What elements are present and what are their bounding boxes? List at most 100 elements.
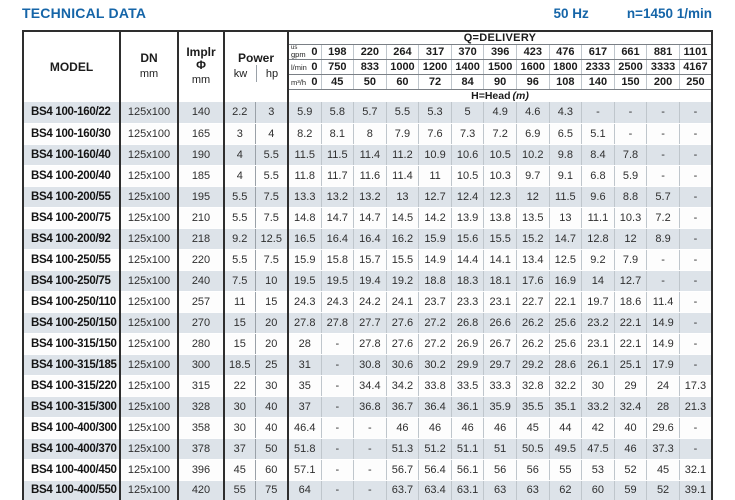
head-value-cell: 14 [581,270,615,292]
head-value-cell: - [353,417,387,439]
head-value-cell: 26.9 [451,333,485,355]
dn-cell: 125x100 [120,291,179,313]
impeller-cell: 300 [178,354,225,376]
head-value-cell: 5.3 [418,102,452,124]
head-value-cell: 11 [418,165,452,187]
head-value-cell: - [353,459,387,481]
head-value-cell: 42 [581,417,615,439]
head-value-cell: 8.2 [288,123,322,145]
head-value-cell: 6.5 [549,123,583,145]
power-hp-cell: 20 [255,333,289,355]
flow-value-cell: 264 [386,44,420,60]
model-cell: BS4 100-400/450 [23,459,121,481]
head-value-cell: - [679,354,713,376]
head-value-cell: 28.6 [549,354,583,376]
table-row: BS4 100-200/55 125x100 195 5.5 7.5 13.3 13.2 13… [23,186,713,208]
dn-cell: 125x100 [120,102,179,124]
head-value-cell: 9.1 [549,165,583,187]
power-label: Power [237,51,274,65]
head-value-cell: 11.7 [321,165,355,187]
head-value-cell: - [679,438,713,460]
flow-unit-label: l/min [291,62,307,72]
power-kw-cell: 37 [224,438,256,460]
head-value-cell: 11.4 [386,165,420,187]
head-value-cell: 8.1 [321,123,355,145]
power-hp-cell: 75 [255,480,289,500]
head-value-cell: 56.7 [386,459,420,481]
table-row: BS4 100-400/300 125x100 358 30 40 46.4- -46 46 4… [23,417,713,439]
flow-value-cell: 1200 [418,59,452,75]
head-value-cell: 13.2 [353,186,387,208]
head-value-cell: 26.8 [451,312,485,334]
flow-value-cell: 617 [581,44,615,60]
impeller-cell: 378 [178,438,225,460]
head-value-cell: 14.8 [288,207,322,229]
power-kw-cell: 4 [224,144,256,166]
head-value-cell: - [646,165,680,187]
flow-value-cell: 90 [483,74,517,90]
head-value-cell: 33.8 [418,375,452,397]
head-value-cell: 13.5 [516,207,550,229]
dn-cell: 125x100 [120,333,179,355]
head-value-cell: 60 [581,480,615,500]
model-cell: BS4 100-250/110 [23,291,121,313]
impeller-cell: 257 [178,291,225,313]
head-value-cell: 22.1 [614,312,648,334]
power-hp-cell: 40 [255,417,289,439]
head-value-cell: - [679,270,713,292]
head-value-cell: 18.1 [483,270,517,292]
head-value-cell: 17.3 [679,375,713,397]
dn-label: DN [140,51,158,65]
flow-unit-cell: us gpm 0 [288,44,322,60]
flow-value-cell: 45 [321,74,355,90]
head-value-cell: - [679,312,713,334]
flow-unit-sup: us [291,45,298,51]
flow-row-gpm: us gpm 0 198 220 264 317 370 396 423 476 617 661 881 1… [23,44,713,60]
impeller-cell: 240 [178,270,225,292]
head-value-cell: 5.8 [321,102,355,124]
power-kw-cell: 7.5 [224,270,256,292]
head-value-cell: 16.9 [549,270,583,292]
head-value-cell: 12.4 [451,186,485,208]
head-value-cell: 32.8 [516,375,550,397]
head-value-cell: 27.6 [386,333,420,355]
model-cell: BS4 100-315/185 [23,354,121,376]
head-value-cell: 36.4 [418,396,452,418]
head-value-cell: 52 [646,480,680,500]
head-value-cell: 19.4 [353,270,387,292]
head-value-cell: 15.9 [288,249,322,271]
head-value-cell: 10.3 [483,165,517,187]
model-cell: BS4 100-250/55 [23,249,121,271]
flow-value-cell: 881 [646,44,680,60]
dn-cell: 125x100 [120,396,179,418]
head-value-cell: 62 [549,480,583,500]
head-value-cell: - [646,249,680,271]
head-value-cell: 15.8 [321,249,355,271]
head-value-cell: 27.2 [418,333,452,355]
power-kw-cell: 5.5 [224,207,256,229]
flow-value-cell: 96 [516,74,550,90]
page-title: TECHNICAL DATA [22,5,147,21]
flow-value-cell: 72 [418,74,452,90]
head-value-cell: 44 [549,417,583,439]
head-value-cell: 29.2 [516,354,550,376]
head-value-cell: 30.2 [418,354,452,376]
head-value-cell: 7.8 [614,144,648,166]
head-value-cell: 28 [646,396,680,418]
head-value-cell: - [646,270,680,292]
table-header: MODEL DN mm Implr Φ mm [23,31,713,102]
head-value-cell: 19.7 [581,291,615,313]
head-value-cell: 7.3 [451,123,485,145]
head-value-cell: 37.3 [646,438,680,460]
head-value-cell: 24.2 [353,291,387,313]
impeller-cell: 218 [178,228,225,250]
head-value-cell: 19.5 [288,270,322,292]
table-row: BS4 100-315/185 125x100 300 18.5 25 31-30.8 30… [23,354,713,376]
head-value-cell: 46 [614,438,648,460]
head-value-cell: 33.5 [451,375,485,397]
head-value-cell: 6.8 [581,165,615,187]
dn-cell: 125x100 [120,417,179,439]
flow-row-m3h: m³/h 0 45 50 60 72 84 90 96 108 140 150 200 250 [23,74,713,90]
head-value-cell: 11.5 [549,186,583,208]
table-row: BS4 100-315/220 125x100 315 22 30 35-34.4 34.2… [23,375,713,397]
